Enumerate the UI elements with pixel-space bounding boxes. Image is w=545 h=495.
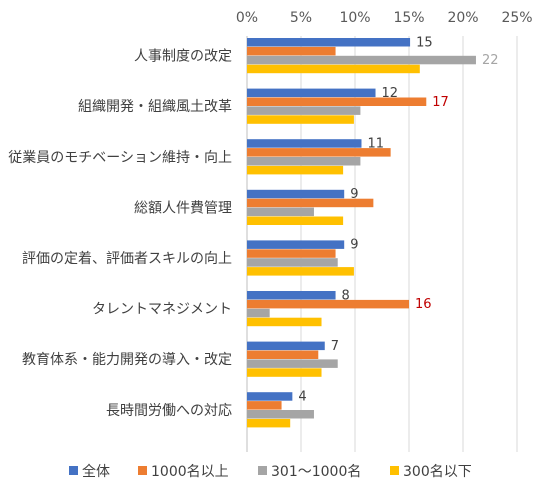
bar	[247, 88, 376, 98]
bar	[247, 38, 411, 47]
bar	[247, 189, 345, 199]
category-label: タレントマネジメント	[92, 302, 232, 318]
category-label: 総額人件費管理	[134, 200, 232, 216]
data-label: 7	[331, 339, 339, 354]
category-label: 教育体系・能力開発の導入・改定	[22, 352, 232, 368]
data-label: 16	[415, 297, 432, 312]
x-tick-label: 20%	[447, 10, 478, 26]
bar	[247, 216, 344, 225]
legend-swatch	[138, 466, 147, 475]
legend: 全体 1000名以上 301～1000名 300名以下	[69, 463, 472, 480]
bar	[247, 64, 420, 74]
x-tick-label: 25%	[501, 10, 532, 26]
data-labels: 15 22 12 17 11 9 9 8 16 7 4	[298, 35, 498, 404]
bar	[247, 267, 354, 276]
legend-swatch	[390, 466, 399, 475]
bar	[247, 392, 293, 401]
x-tick-label: 10%	[339, 10, 370, 26]
bar	[247, 148, 391, 157]
bar	[247, 368, 322, 377]
bar	[247, 240, 345, 249]
category-label: 評価の定着、評価者スキルの向上	[22, 251, 232, 267]
bar	[247, 308, 270, 318]
category-label: 従業員のモチベーション維持・向上	[8, 150, 232, 166]
x-tick-label: 15%	[393, 10, 424, 26]
data-label: 17	[432, 95, 449, 110]
bar	[247, 198, 374, 208]
legend-label: 300名以下	[403, 464, 472, 480]
bar	[247, 359, 338, 368]
bar	[247, 299, 409, 309]
legend-label: 301～1000名	[271, 464, 361, 480]
bar	[247, 165, 344, 175]
legend-swatch	[69, 466, 78, 475]
legend-label: 1000名以上	[151, 464, 229, 480]
bar	[247, 341, 325, 351]
data-label: 9	[350, 238, 358, 253]
bar	[247, 157, 361, 166]
bar	[247, 97, 427, 106]
legend-swatch	[258, 466, 267, 475]
bar	[247, 317, 322, 327]
data-label: 12	[382, 86, 399, 101]
data-label: 15	[416, 35, 433, 50]
category-label: 組織開発・組織風土改革	[78, 99, 232, 115]
bar	[247, 139, 362, 148]
bar	[247, 115, 354, 124]
x-axis-ticks: 0% 5% 10% 15% 20% 25%	[236, 10, 533, 26]
bars	[247, 38, 476, 428]
x-tick-label: 5%	[290, 10, 312, 26]
bar	[247, 418, 291, 428]
data-label: 4	[298, 389, 306, 404]
bar	[247, 410, 314, 419]
bar	[247, 258, 338, 267]
bar	[247, 46, 336, 56]
bar	[247, 55, 476, 65]
bar	[247, 249, 336, 258]
category-axis: 人事制度の改定組織開発・組織風土改革従業員のモチベーション維持・向上総額人件費管…	[8, 36, 248, 452]
bar	[247, 291, 336, 300]
category-label: 人事制度の改定	[134, 49, 232, 65]
bar	[247, 106, 361, 115]
data-label: 22	[482, 53, 499, 68]
category-label: 長時間労働への対応	[106, 403, 232, 419]
data-label: 9	[350, 187, 358, 202]
bar	[247, 401, 282, 410]
bar	[247, 207, 314, 217]
data-label: 8	[342, 288, 350, 303]
x-tick-label: 0%	[236, 10, 258, 26]
bar	[247, 350, 319, 359]
legend-label: 全体	[82, 463, 110, 480]
data-label: 11	[367, 136, 384, 151]
